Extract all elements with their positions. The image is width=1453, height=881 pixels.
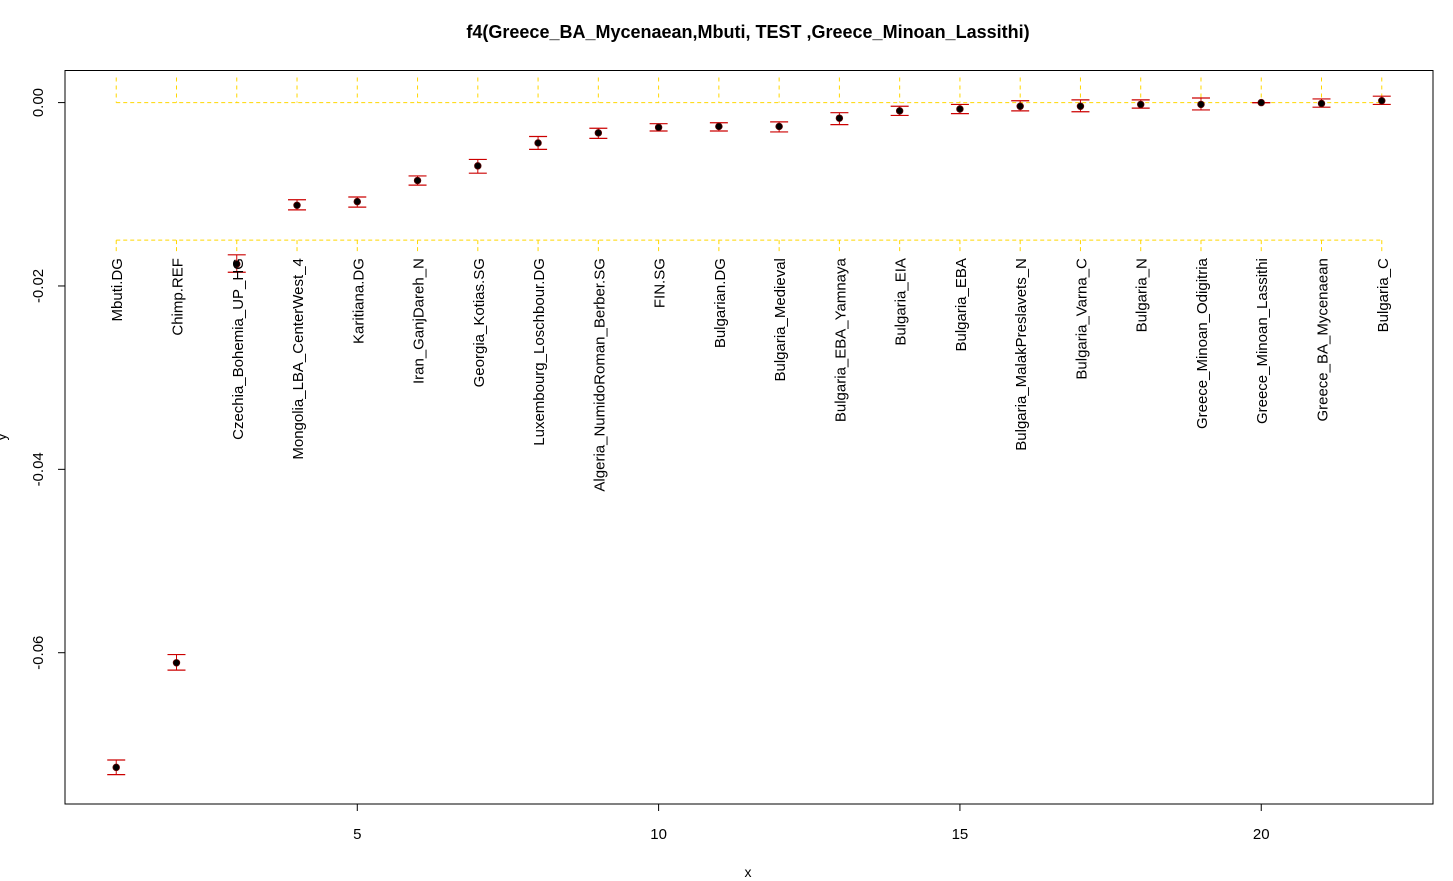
- point-label-12: Bulgaria_Medieval: [772, 258, 789, 381]
- point-label-15: Bulgaria_EBA: [953, 258, 970, 351]
- data-point-8: [534, 139, 542, 147]
- point-label-2: Chimp.REF: [169, 258, 186, 336]
- reference-lines: [115, 77, 1383, 255]
- data-point-11: [715, 122, 723, 131]
- data-point-17: [1076, 102, 1085, 110]
- point-label-11: Bulgarian.DG: [712, 258, 729, 348]
- y-axis-label: y: [0, 434, 9, 441]
- x-tick-label-10: 10: [650, 826, 667, 843]
- point-label-22: Bulgaria_C: [1375, 258, 1392, 332]
- point-label-5: Karitiana.DG: [350, 258, 367, 344]
- data-point-19: [1197, 100, 1205, 109]
- data-point-18: [1137, 100, 1145, 109]
- x-tick-label-5: 5: [353, 826, 361, 843]
- y-tick-label-3: -0.06: [30, 636, 47, 670]
- point-label-13: Bulgaria_EBA_Yamnaya: [832, 257, 849, 422]
- x-axis: 5 10 15 20: [353, 804, 1270, 843]
- point-label-8: Luxembourg_Loschbour.DG: [531, 258, 548, 446]
- point-label-10: FIN.SG: [652, 258, 669, 308]
- point-label-9: Algeria_NumidoRoman_Berber.SG: [591, 258, 608, 491]
- point-label-6: Iran_GanjDareh_N: [411, 258, 428, 384]
- point-label-21: Greece_BA_Mycenaean: [1315, 258, 1332, 421]
- data-point-1: [112, 763, 120, 772]
- point-label-17: Bulgaria_Varna_C: [1073, 258, 1090, 380]
- data-point-20: [1257, 98, 1265, 107]
- point-label-16: Bulgaria_MalakPreslavets_N: [1013, 258, 1030, 451]
- data-point-2: [172, 659, 181, 667]
- data-point-21: [1317, 99, 1326, 108]
- point-label-4: Mongolia_LBA_CenterWest_4: [290, 258, 307, 460]
- point-label-3: Czechia_Bohemia_UP_HG: [230, 258, 247, 440]
- data-point-15: [956, 105, 964, 113]
- data-point-22: [1378, 97, 1386, 105]
- y-tick-label-0: 0.00: [30, 88, 47, 117]
- data-point-9: [594, 129, 603, 137]
- data-point-7: [474, 162, 482, 170]
- y-axis: 0.00 -0.02 -0.04 -0.06: [30, 88, 65, 670]
- x-tick-label-20: 20: [1253, 826, 1270, 843]
- point-label-7: Georgia_Kotias.SG: [471, 258, 488, 387]
- point-label-14: Bulgaria_EIA: [893, 258, 910, 346]
- point-label-19: Greece_Minoan_Odigitria: [1194, 257, 1211, 429]
- point-label-18: Bulgaria_N: [1134, 258, 1151, 332]
- chart-title: f4(Greece_BA_Mycenaean,Mbuti, TEST ,Gree…: [466, 22, 1029, 42]
- data-point-6: [413, 176, 422, 185]
- data-point-4: [293, 201, 301, 209]
- y-tick-label-1: -0.02: [30, 269, 47, 303]
- data-point-10: [654, 123, 663, 132]
- data-point-14: [895, 107, 904, 115]
- plot-area-frame: [64, 70, 1434, 805]
- point-label-1: Mbuti.DG: [109, 258, 126, 321]
- data-point-13: [835, 114, 844, 122]
- data-marks: [107, 95, 1391, 776]
- y-tick-label-2: -0.04: [30, 452, 47, 486]
- point-label-20: Greece_Minoan_Lassithi: [1254, 258, 1271, 424]
- data-point-12: [775, 122, 783, 131]
- data-point-3: [233, 260, 241, 268]
- data-point-16: [1016, 102, 1024, 110]
- point-labels: Mbuti.DG Chimp.REF Czechia_Bohemia_UP_HG Mo…: [109, 257, 1392, 491]
- data-point-5: [353, 197, 361, 206]
- x-axis-label: x: [745, 864, 752, 880]
- x-tick-label-15: 15: [952, 826, 969, 843]
